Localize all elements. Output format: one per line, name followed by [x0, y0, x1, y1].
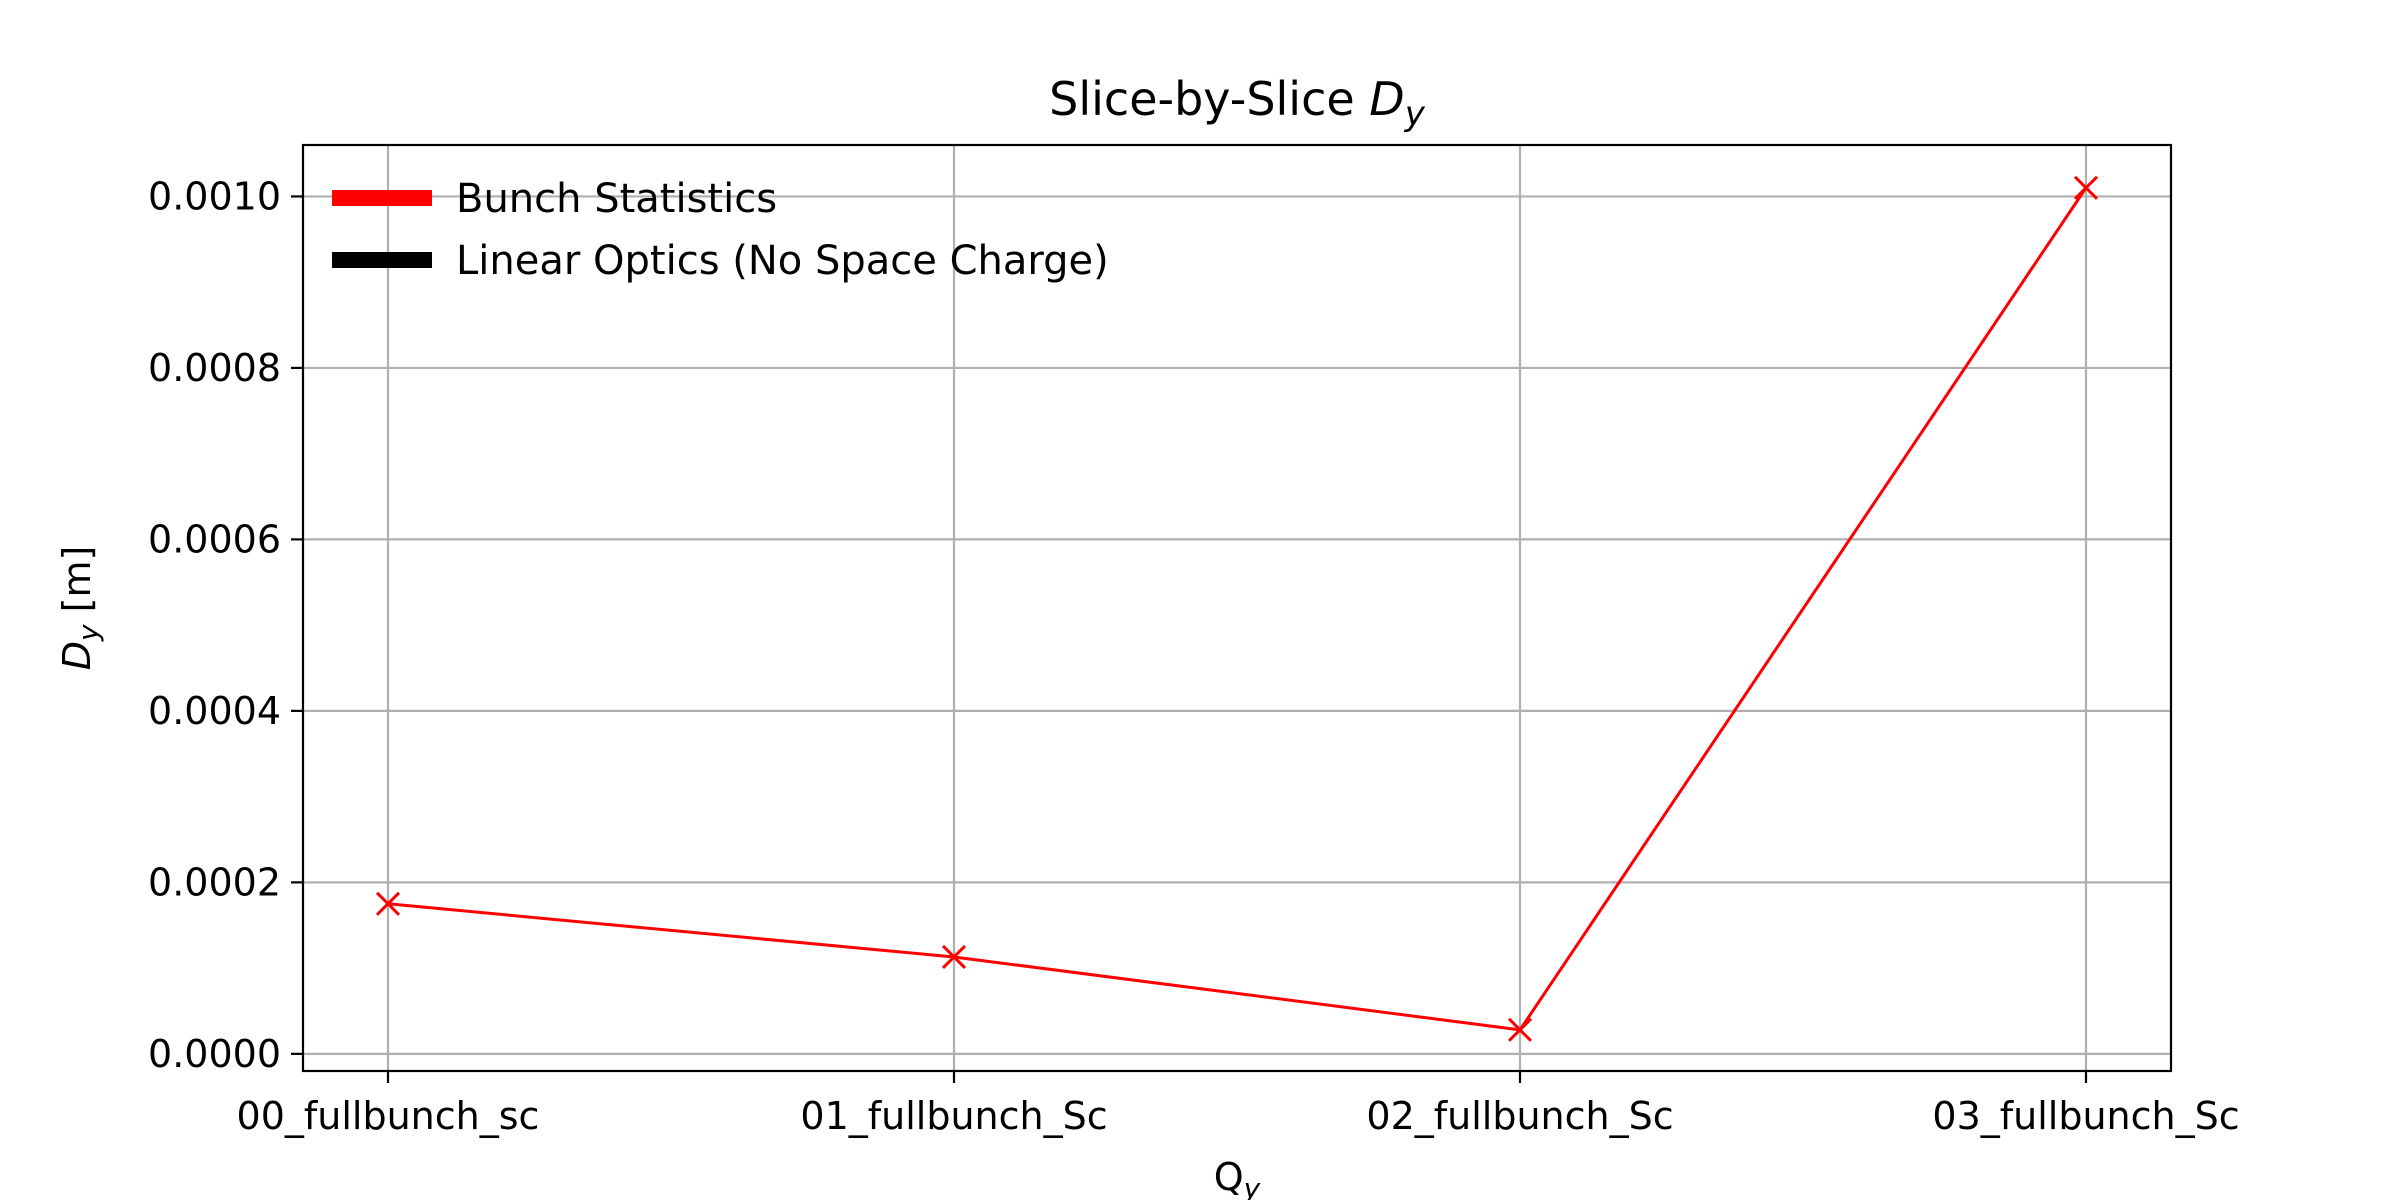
y-tick-label: 0.0004 [148, 689, 281, 733]
y-tick-layer: 0.0000 0.0002 0.0004 0.0006 0.0008 0.0010 [148, 174, 303, 1076]
legend-label-linear-optics: Linear Optics (No Space Charge) [456, 238, 1109, 284]
data-point-marker [1507, 1017, 1533, 1042]
chart-title-text: Slice-by-Slice [1049, 72, 1355, 126]
y-tick-label: 0.0008 [148, 346, 281, 390]
x-axis-label: Qy [1214, 1155, 1261, 1200]
data-point-marker [941, 944, 967, 970]
y-tick-label: 0.0002 [148, 860, 281, 904]
y-axis-label-symbol: D [55, 641, 99, 670]
legend: Bunch Statistics Linear Optics (No Space… [332, 176, 1109, 284]
series-line [387, 187, 2088, 1032]
x-tick-label: 02_fullbunch_Sc [1366, 1094, 1673, 1138]
y-axis-label-subscript: y [72, 624, 105, 642]
grid-layer [303, 145, 2171, 1071]
x-tick-label: 00_fullbunch_sc [237, 1094, 540, 1138]
x-tick-layer: 00_fullbunch_sc 01_fullbunch_Sc 02_fullbun… [237, 1071, 2240, 1138]
y-axis-label-unit: [m] [55, 546, 99, 613]
x-axis-label-subscript: y [1243, 1172, 1261, 1200]
chart-title: Slice-by-Slice Dy [1049, 72, 1426, 134]
x-axis-label-text: Q [1214, 1155, 1244, 1199]
legend-label-bunch-statistics: Bunch Statistics [456, 176, 777, 222]
chart-title-symbol: D [1369, 72, 1404, 126]
plot-frame [301, 143, 2173, 1073]
data-point-marker [2073, 175, 2099, 200]
data-point-marker [375, 891, 401, 916]
y-tick-label: 0.0010 [148, 174, 281, 218]
series-layer [375, 175, 2099, 1042]
chart-title-subscript: y [1404, 94, 1426, 134]
x-tick-label: 03_fullbunch_Sc [1932, 1094, 2239, 1138]
y-tick-label: 0.0006 [148, 517, 281, 561]
y-tick-label: 0.0000 [148, 1032, 281, 1076]
x-tick-label: 01_fullbunch_Sc [800, 1094, 1107, 1138]
y-axis-label: Dy [m] [55, 546, 105, 671]
